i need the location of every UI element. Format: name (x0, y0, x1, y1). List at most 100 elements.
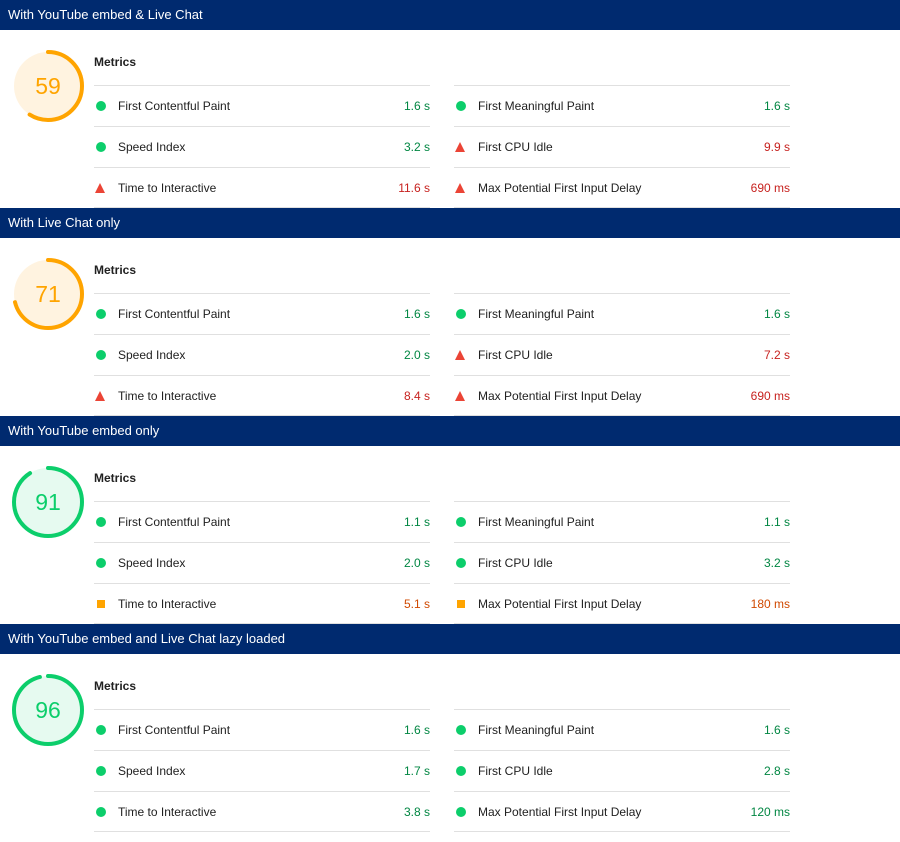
metric-value: 2.0 s (403, 348, 430, 362)
metrics-column-right: First Meaningful Paint 1.6 s First CPU Idl… (454, 293, 790, 416)
metric-value: 1.6 s (763, 307, 790, 321)
metric-row: First Contentful Paint 1.1 s (94, 501, 430, 542)
metric-label: Speed Index (118, 140, 186, 154)
metric-value: 120 ms (750, 805, 790, 819)
metric-row: First Contentful Paint 1.6 s (94, 85, 430, 126)
score-gauge-arc (12, 466, 84, 538)
metric-row: Max Potential First Input Delay 120 ms (454, 791, 790, 832)
metric-label: Speed Index (118, 348, 186, 362)
metric-row: Time to Interactive 8.4 s (94, 375, 430, 416)
metric-label: Speed Index (118, 556, 186, 570)
report-section: With Live Chat only 71 Metrics First Conten… (0, 208, 900, 416)
metric-value: 690 ms (750, 181, 790, 195)
metric-row: First CPU Idle 9.9 s (454, 126, 790, 167)
metric-label: First Meaningful Paint (478, 515, 595, 529)
metric-value: 2.0 s (403, 556, 430, 570)
metrics-column-left: First Contentful Paint 1.1 s Speed Index 2.… (94, 501, 430, 624)
fail-triangle-icon (95, 391, 105, 401)
fail-triangle-icon (455, 183, 465, 193)
score-gauge: 59 (10, 48, 86, 124)
score-gauge-arc (12, 674, 84, 746)
metric-label: Time to Interactive (118, 181, 217, 195)
metric-row: First Contentful Paint 1.6 s (94, 709, 430, 750)
report-section: With YouTube embed and Live Chat lazy lo… (0, 624, 900, 832)
metrics-column-left: First Contentful Paint 1.6 s Speed Index 1.… (94, 709, 430, 832)
metric-label: Time to Interactive (118, 805, 217, 819)
report-section: With YouTube embed & Live Chat 59 Metrics F… (0, 0, 900, 208)
pass-circle-icon (96, 558, 106, 568)
metric-row: First Meaningful Paint 1.6 s (454, 709, 790, 750)
fail-triangle-icon (455, 142, 465, 152)
metrics-column-right: First Meaningful Paint 1.6 s First CPU Idl… (454, 709, 790, 832)
metric-value: 1.1 s (403, 515, 430, 529)
average-square-icon (457, 600, 465, 608)
fail-triangle-icon (455, 391, 465, 401)
section-body: 91 Metrics First Contentful Paint 1.1 s Spee… (0, 446, 900, 624)
metric-value: 9.9 s (763, 140, 790, 154)
metric-label: First Contentful Paint (118, 515, 231, 529)
metrics-heading: Metrics (94, 263, 137, 277)
metric-row: First CPU Idle 3.2 s (454, 542, 790, 583)
pass-circle-icon (96, 517, 106, 527)
metric-label: First Meaningful Paint (478, 99, 595, 113)
metric-value: 690 ms (750, 389, 790, 403)
pass-circle-icon (96, 350, 106, 360)
metric-value: 1.6 s (403, 723, 430, 737)
pass-circle-icon (96, 807, 106, 817)
performance-score: 91 (35, 489, 61, 515)
pass-circle-icon (456, 766, 466, 776)
metric-row: First Meaningful Paint 1.6 s (454, 85, 790, 126)
metric-row: Max Potential First Input Delay 690 ms (454, 375, 790, 416)
metric-value: 1.6 s (763, 99, 790, 113)
fail-triangle-icon (455, 350, 465, 360)
metric-label: Time to Interactive (118, 597, 217, 611)
metric-label: First CPU Idle (478, 764, 553, 778)
metric-row: First Meaningful Paint 1.1 s (454, 501, 790, 542)
section-body: 59 Metrics First Contentful Paint 1.6 s Spee… (0, 30, 900, 208)
metric-label: Max Potential First Input Delay (478, 181, 642, 195)
metric-row: First CPU Idle 2.8 s (454, 750, 790, 791)
metrics-column-right: First Meaningful Paint 1.6 s First CPU Idl… (454, 85, 790, 208)
score-gauge-background (14, 52, 82, 120)
score-gauge-arc (12, 258, 84, 330)
section-body: 96 Metrics First Contentful Paint 1.6 s Spee… (0, 654, 900, 832)
section-body: 71 Metrics First Contentful Paint 1.6 s Spee… (0, 238, 900, 416)
metrics-heading: Metrics (94, 55, 137, 69)
metric-row: Time to Interactive 11.6 s (94, 167, 430, 208)
score-gauge-background (14, 468, 82, 536)
metrics-column-right: First Meaningful Paint 1.1 s First CPU Idl… (454, 501, 790, 624)
performance-score: 96 (35, 697, 61, 723)
metric-label: Time to Interactive (118, 389, 217, 403)
metric-label: First Meaningful Paint (478, 723, 595, 737)
metric-value: 1.1 s (763, 515, 790, 529)
pass-circle-icon (456, 101, 466, 111)
score-gauge-arc (12, 50, 84, 122)
metric-row: First Meaningful Paint 1.6 s (454, 293, 790, 334)
section-title-banner: With Live Chat only (0, 208, 900, 238)
metric-row: Max Potential First Input Delay 690 ms (454, 167, 790, 208)
pass-circle-icon (96, 142, 106, 152)
metric-label: First Contentful Paint (118, 99, 231, 113)
score-gauge-background (14, 676, 82, 744)
pass-circle-icon (456, 558, 466, 568)
fail-triangle-icon (95, 183, 105, 193)
section-title-banner: With YouTube embed only (0, 416, 900, 446)
metric-value: 8.4 s (403, 389, 430, 403)
metric-value: 5.1 s (403, 597, 430, 611)
pass-circle-icon (456, 517, 466, 527)
metric-value: 180 ms (750, 597, 790, 611)
metrics-column-left: First Contentful Paint 1.6 s Speed Index 2.… (94, 293, 430, 416)
score-gauge: 91 (10, 464, 86, 540)
metric-row: Speed Index 2.0 s (94, 542, 430, 583)
section-title-banner: With YouTube embed & Live Chat (0, 0, 900, 30)
metric-label: First Meaningful Paint (478, 307, 595, 321)
metric-value: 11.6 s (398, 181, 430, 195)
metric-row: Speed Index 3.2 s (94, 126, 430, 167)
pass-circle-icon (456, 309, 466, 319)
metric-label: First Contentful Paint (118, 723, 231, 737)
average-square-icon (97, 600, 105, 608)
metric-label: First CPU Idle (478, 140, 553, 154)
metric-row: Speed Index 1.7 s (94, 750, 430, 791)
metric-value: 7.2 s (763, 348, 790, 362)
pass-circle-icon (96, 766, 106, 776)
